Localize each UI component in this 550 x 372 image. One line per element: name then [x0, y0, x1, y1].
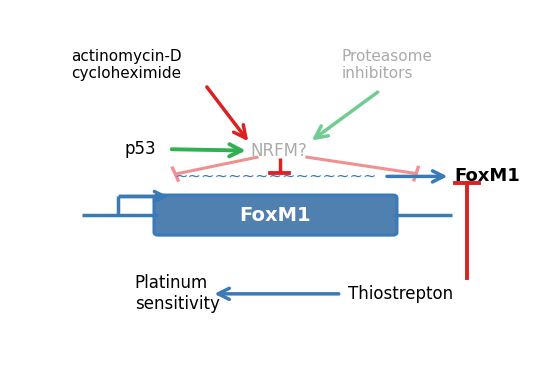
Text: Proteasome
inhibitors: Proteasome inhibitors — [342, 49, 432, 81]
Text: FoxM1: FoxM1 — [454, 167, 520, 185]
Text: NRFM?: NRFM? — [250, 142, 307, 160]
Text: ~~~~~~~~~~~~~~~: ~~~~~~~~~~~~~~~ — [174, 169, 377, 184]
Text: Thiostrepton: Thiostrepton — [348, 285, 453, 303]
Text: Platinum
sensitivity: Platinum sensitivity — [135, 275, 219, 313]
Text: actinomycin-D
cycloheximide: actinomycin-D cycloheximide — [71, 49, 182, 81]
FancyBboxPatch shape — [154, 195, 397, 235]
Text: p53: p53 — [124, 140, 156, 158]
Text: FoxM1: FoxM1 — [240, 206, 311, 225]
